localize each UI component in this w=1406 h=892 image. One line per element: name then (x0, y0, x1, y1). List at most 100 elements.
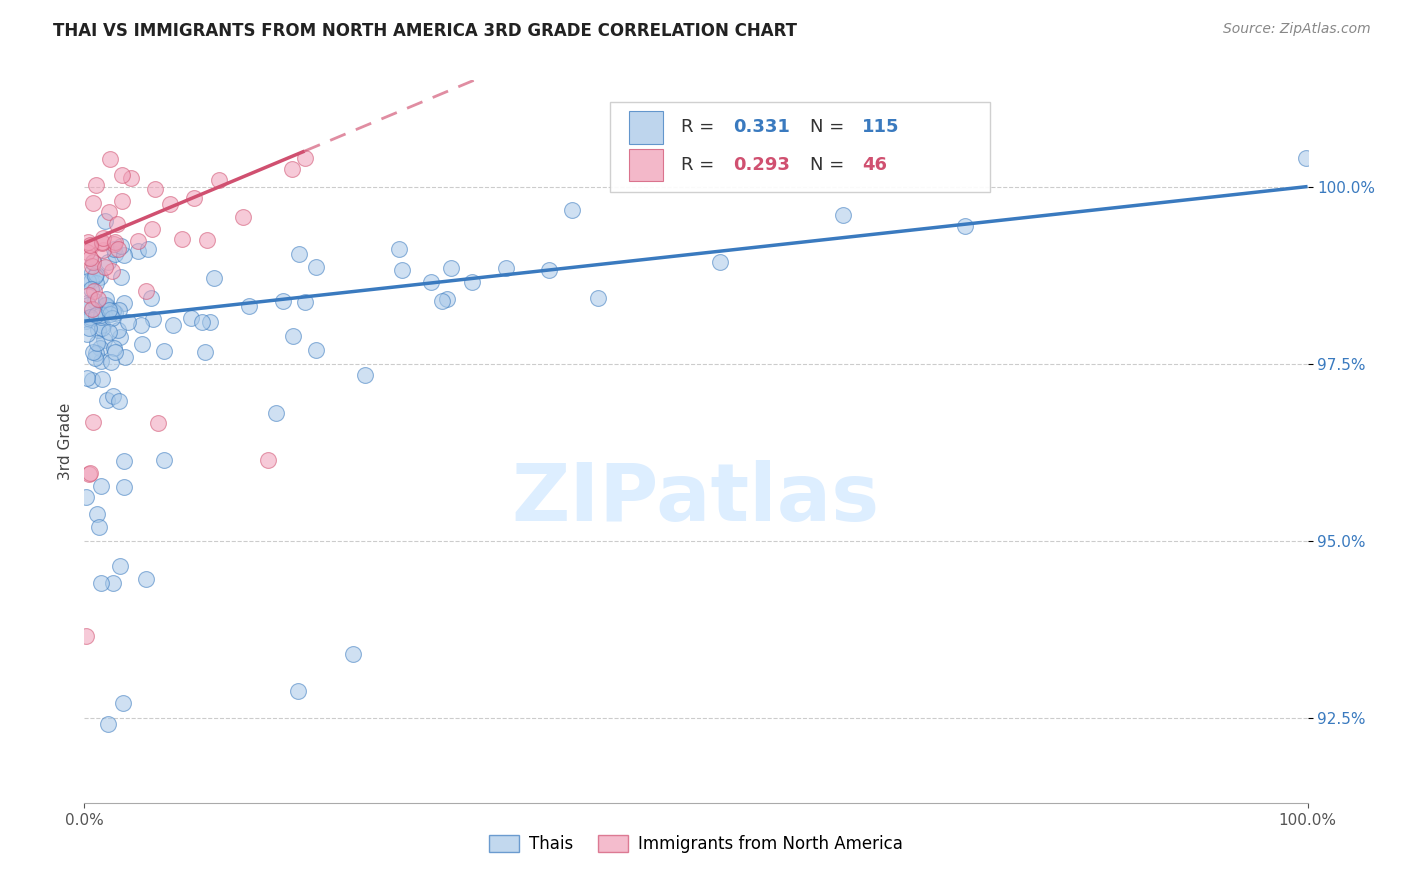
Point (93, 230, 115, 244)
Point (79, 311, 101, 326)
Point (129, 318, 152, 332)
Point (90, 308, 112, 322)
Point (153, 452, 176, 467)
Point (111, 168, 134, 182)
Point (561, 202, 583, 217)
Point (172, 231, 194, 245)
Point (90, 320, 112, 334)
Point (152, 343, 174, 358)
Point (89, 269, 111, 284)
Point (84, 268, 107, 282)
Bar (628, 111, 664, 144)
Point (84, 346, 107, 360)
Text: 0.293: 0.293 (733, 156, 790, 174)
Text: R =: R = (682, 119, 720, 136)
Point (953, 219, 976, 233)
Point (195, 233, 218, 247)
Point (287, 683, 309, 698)
Point (1295, 151, 1317, 165)
Point (114, 350, 136, 364)
Point (104, 247, 127, 261)
Point (538, 263, 561, 277)
Point (93, 333, 115, 347)
Point (83, 294, 105, 309)
Point (131, 336, 153, 351)
Point (80, 282, 103, 296)
Point (84, 268, 107, 283)
Point (80, 301, 103, 316)
Point (98, 308, 121, 322)
Point (110, 270, 132, 285)
Point (139, 291, 162, 305)
Point (112, 454, 135, 468)
Point (135, 572, 157, 586)
Point (84, 308, 107, 322)
Point (281, 329, 304, 343)
Point (100, 355, 122, 369)
Text: N =: N = (810, 156, 849, 174)
Point (121, 170, 143, 185)
Point (79, 274, 101, 288)
Point (104, 235, 127, 249)
Point (103, 341, 125, 355)
Point (97, 717, 120, 731)
Point (107, 394, 129, 409)
Point (388, 242, 411, 256)
Point (79, 237, 101, 252)
Point (273, 294, 295, 309)
Point (77, 274, 100, 288)
Point (104, 306, 127, 320)
Point (200, 315, 222, 329)
Point (93, 260, 115, 274)
Text: THAI VS IMMIGRANTS FROM NORTH AMERICA 3RD GRADE CORRELATION CHART: THAI VS IMMIGRANTS FROM NORTH AMERICA 3R… (53, 22, 797, 40)
Point (831, 208, 853, 222)
Point (709, 254, 731, 268)
Point (76, 371, 98, 385)
Point (101, 310, 124, 325)
Point (79, 467, 101, 481)
Point (354, 368, 377, 382)
Point (127, 234, 149, 248)
Point (87, 323, 110, 337)
FancyBboxPatch shape (610, 102, 990, 193)
Point (98, 303, 121, 318)
Point (110, 559, 132, 574)
Point (76, 296, 98, 310)
Point (79, 466, 101, 480)
Point (84, 276, 107, 290)
Point (190, 315, 212, 329)
Point (107, 242, 129, 256)
Point (294, 152, 316, 166)
Point (96, 254, 118, 268)
Point (94, 214, 117, 228)
Point (430, 294, 453, 309)
Point (89, 519, 111, 533)
Point (135, 285, 157, 299)
Point (100, 153, 122, 167)
Point (94, 298, 117, 312)
Point (257, 452, 280, 467)
Point (146, 416, 169, 430)
Point (87, 292, 110, 306)
Point (93, 297, 115, 311)
Point (419, 275, 441, 289)
Point (90, 479, 112, 493)
Text: R =: R = (682, 156, 720, 174)
Point (82, 255, 104, 269)
Point (440, 260, 463, 275)
Point (586, 291, 609, 305)
Point (90, 235, 112, 249)
Point (194, 345, 217, 359)
Point (89, 341, 111, 355)
Point (391, 263, 413, 277)
Point (141, 222, 163, 236)
Point (97, 300, 120, 314)
Text: 115: 115 (862, 119, 900, 136)
Point (96, 392, 118, 407)
Point (96, 293, 118, 307)
Point (79, 310, 101, 324)
Point (76, 326, 98, 341)
Point (112, 480, 135, 494)
Point (100, 264, 122, 278)
Point (436, 292, 458, 306)
